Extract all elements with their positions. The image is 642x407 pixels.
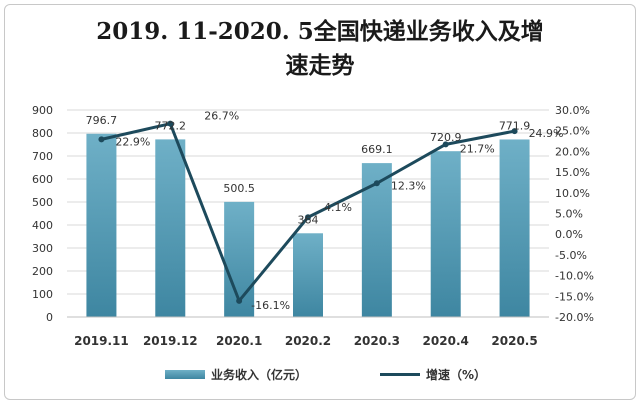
growth-point (373, 180, 380, 187)
legend-item-growth: 增速（%） (380, 366, 486, 383)
y-right-tick-label: 15.0% (555, 166, 590, 179)
y-left-tick-label: 0 (46, 311, 53, 324)
growth-point (511, 128, 518, 135)
y-right-tick-label: 5.0% (555, 208, 583, 221)
y-left-tick-label: 200 (32, 265, 53, 278)
y-left-tick-label: 600 (32, 173, 53, 186)
legend: 业务收入（亿元） 增速（%） (0, 366, 642, 388)
y-left-tick-label: 700 (32, 150, 53, 163)
growth-value-label: 12.3% (391, 179, 426, 192)
y-right-tick-label: -10.0% (555, 270, 594, 283)
y-left-tick-label: 100 (32, 288, 53, 301)
growth-point (305, 214, 311, 221)
x-tick-label: 2020.3 (354, 334, 400, 348)
x-tick-label: 2020.5 (491, 334, 537, 348)
y-left-tick-label: 300 (32, 242, 53, 255)
growth-value-label: 22.9% (115, 135, 150, 148)
growth-point (442, 141, 449, 148)
y-right-tick-label: 0.0% (555, 228, 583, 241)
growth-value-label: 4.1% (324, 201, 352, 214)
x-tick-label: 2019.12 (143, 334, 198, 348)
y-right-tick-label: 30.0% (555, 104, 590, 117)
bar (430, 151, 461, 317)
growth-point (167, 120, 174, 127)
bar-value-label: 771.9 (499, 119, 531, 132)
legend-label-growth: 增速（%） (426, 368, 487, 382)
x-tick-label: 2020.2 (285, 334, 331, 348)
bar (499, 139, 530, 317)
bar-value-label: 772.2 (155, 119, 187, 132)
bar (86, 133, 117, 317)
bar (293, 233, 323, 317)
growth-value-label: 21.7% (460, 142, 495, 155)
bar-value-label: 669.1 (361, 143, 393, 156)
y-right-tick-label: 25.0% (555, 125, 590, 138)
y-left-tick-label: 500 (32, 196, 53, 209)
chart-title-line-1: 2019. 11-2020. 5全国快递业务收入及增 (96, 18, 544, 45)
y-right-tick-label: -20.0% (555, 311, 594, 324)
bar-value-label: 720.9 (430, 131, 462, 144)
y-left-tick-label: 900 (32, 104, 53, 117)
x-tick-label: 2020.4 (423, 334, 469, 348)
chart-title-line-2: 速走势 (285, 52, 355, 79)
y-right-tick-label: 10.0% (555, 187, 590, 200)
x-tick-label: 2019.11 (74, 334, 129, 348)
y-right-tick-label: -15.0% (555, 290, 594, 303)
legend-swatch-bar (165, 370, 205, 379)
growth-value-label: -16.1% (251, 299, 290, 312)
y-right-tick-label: 20.0% (555, 145, 590, 158)
legend-item-revenue: 业务收入（亿元） (165, 366, 307, 383)
y-right-tick-label: -5.0% (555, 249, 587, 262)
growth-value-label: 24.9% (529, 127, 564, 140)
legend-swatch-line (380, 373, 420, 376)
y-left-tick-label: 800 (32, 127, 53, 140)
growth-point (98, 136, 105, 143)
bar-value-label: 364 (298, 213, 319, 226)
growth-point (236, 297, 243, 304)
bar (155, 139, 186, 317)
y-left-tick-label: 400 (32, 219, 53, 232)
growth-value-label: 26.7% (204, 110, 239, 123)
legend-label-revenue: 业务收入（亿元） (211, 368, 308, 382)
bar-value-label: 500.5 (223, 182, 255, 195)
bar-value-label: 796.7 (86, 114, 118, 127)
x-tick-label: 2020.1 (216, 334, 262, 348)
